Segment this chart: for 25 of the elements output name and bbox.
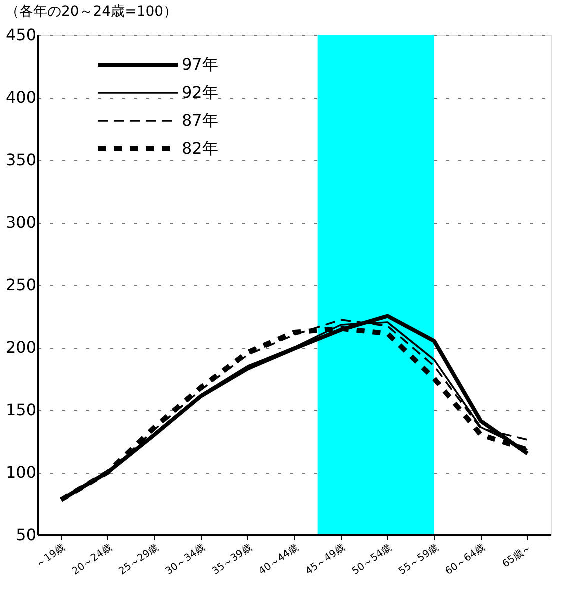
chart-title: （各年の20～24歳=100）	[5, 4, 178, 20]
y-tick-label: 150	[6, 400, 36, 420]
y-tick-label: 350	[6, 150, 36, 170]
x-tick-label: 65歳～	[500, 542, 534, 570]
y-tick-label: 400	[6, 88, 36, 107]
x-tick-label: 55～59歳	[396, 542, 441, 578]
legend-label: 92年	[182, 83, 218, 102]
y-tick-label: 300	[6, 213, 36, 232]
y-tick-label: 100	[6, 463, 36, 482]
y-tick-label: 200	[6, 338, 36, 357]
x-tick-label: 40～44歳	[256, 542, 301, 578]
legend-label: 97年	[182, 55, 218, 74]
x-tick-label: 20～24歳	[70, 542, 114, 578]
x-tick-label: 25～29歳	[116, 542, 161, 578]
x-tick-label: 45～49歳	[303, 542, 348, 578]
legend-label: 82年	[182, 139, 218, 158]
y-tick-label: 50	[16, 526, 36, 544]
x-tick-label: ～19歳	[34, 542, 68, 570]
y-tick-label: 450	[6, 26, 36, 44]
x-tick-label: 50～54歳	[350, 542, 394, 578]
legend-label: 87年	[182, 111, 218, 130]
y-tick-label: 250	[6, 276, 36, 294]
x-tick-label: 35～39歳	[210, 542, 254, 578]
x-tick-label: 60～64歳	[443, 542, 488, 578]
x-tick-label: 30～34歳	[163, 542, 208, 578]
